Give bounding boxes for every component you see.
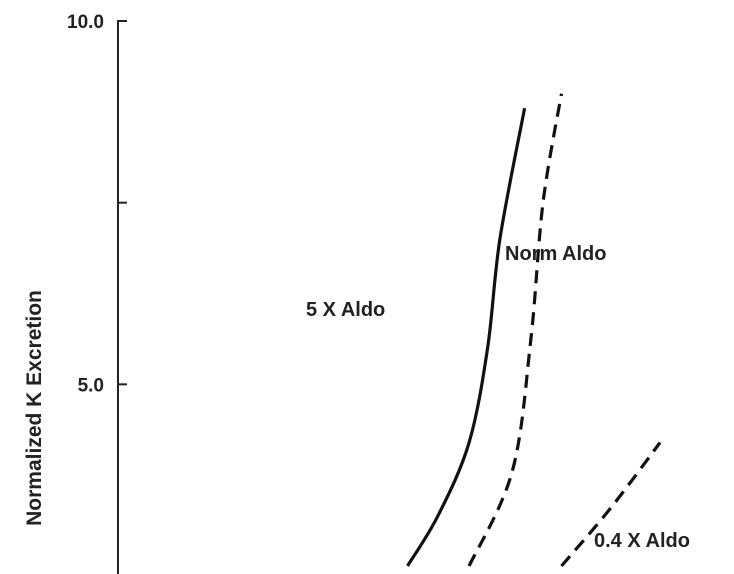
series-lines (406, 93, 662, 568)
y-tick-label: 5.0 (78, 375, 104, 396)
series-label-3: 0.4 X Aldo (594, 530, 690, 552)
series-label-1: 5 X Aldo (306, 299, 385, 321)
series-line-1 (406, 107, 527, 567)
y-tick-label: 10.0 (67, 12, 104, 33)
series-label-2: Norm Aldo (505, 243, 606, 265)
y-axis-title: Normalized K Excretion (23, 290, 46, 526)
series-labels: 5 X Aldo Norm Aldo 0.4 X Aldo (306, 243, 690, 552)
series-line-2 (467, 93, 564, 567)
y-ticks: 10.0 5.0 (67, 12, 127, 396)
